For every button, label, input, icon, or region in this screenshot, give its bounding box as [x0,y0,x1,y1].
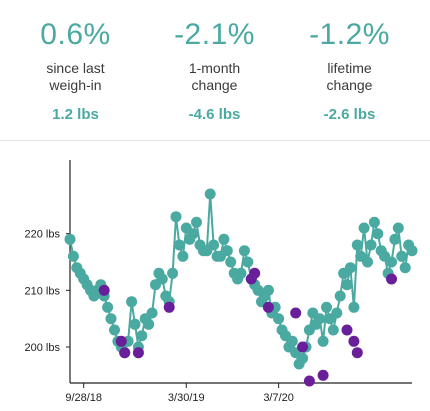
section-divider [0,140,430,141]
data-point[interactable] [317,335,329,347]
data-point[interactable] [314,313,326,325]
x-tick-label: 3/7/20 [263,392,294,404]
stat-percent: 0.6% [40,18,111,51]
data-point[interactable] [368,216,380,228]
data-point[interactable] [204,188,216,200]
data-point[interactable] [399,262,411,274]
data-point[interactable] [221,245,233,257]
data-point[interactable] [344,262,356,274]
highlighted-data-point[interactable] [132,347,144,359]
stat-label-line2: weigh-in [49,77,102,93]
data-point[interactable] [126,296,138,308]
highlight-layer [98,267,397,387]
data-point[interactable] [396,250,408,262]
highlighted-data-point[interactable] [341,324,353,336]
highlighted-data-point[interactable] [297,341,309,353]
data-point[interactable] [386,256,397,268]
stat-label-line2: change [326,77,373,93]
data-point[interactable] [365,239,377,251]
data-point[interactable] [129,318,141,330]
data-point[interactable] [341,279,353,291]
stat-label-line2: change [191,77,238,93]
data-point[interactable] [297,352,309,364]
data-point[interactable] [321,301,332,313]
data-point[interactable] [406,245,418,257]
data-point[interactable] [262,284,274,296]
data-point[interactable] [64,233,76,245]
highlighted-data-point[interactable] [317,369,329,381]
stat-label: 1-month change [143,60,286,94]
stat-label: lifetime change [278,60,421,94]
highlighted-data-point[interactable] [98,284,110,296]
chart-axes [66,160,412,388]
data-point[interactable] [170,211,182,223]
y-tick-label: 200 lbs [25,342,61,354]
data-point[interactable] [351,239,363,251]
data-point[interactable] [102,301,114,313]
data-point[interactable] [225,256,237,268]
data-point[interactable] [372,228,384,240]
highlighted-data-point[interactable] [290,307,302,319]
data-point[interactable] [392,222,404,234]
stats-summary: 0.6% since last weigh-in 1.2 lbs -2.1% 1… [0,0,430,140]
stat-label-line1: since last [46,60,105,76]
data-point[interactable] [105,313,117,325]
data-point[interactable] [167,267,179,279]
data-point[interactable] [348,301,360,313]
data-point[interactable] [177,250,189,262]
stat-label-line1: 1-month [188,60,241,76]
data-point[interactable] [334,290,346,302]
data-point[interactable] [286,335,298,347]
y-tick-label: 220 lbs [25,229,61,241]
stat-lbs: -4.6 lbs [188,106,241,123]
highlighted-data-point[interactable] [119,347,131,359]
data-point[interactable] [146,307,158,319]
stat-label: since last weigh-in [4,60,147,94]
highlighted-data-point[interactable] [386,273,397,285]
data-point[interactable] [327,324,339,336]
data-point[interactable] [156,273,168,285]
data-point[interactable] [191,216,202,228]
data-point[interactable] [273,313,285,325]
weight-chart: 200 lbs 210 lbs 220 lbs 9/28/18 3/30/19 3/7/2… [25,160,418,404]
highlighted-data-point[interactable] [163,301,175,313]
x-tick-label: 9/28/18 [65,392,102,404]
data-point[interactable] [362,256,373,268]
data-point[interactable] [242,256,254,268]
highlighted-data-point[interactable] [303,375,315,387]
highlighted-data-point[interactable] [249,267,261,279]
data-point[interactable] [208,239,220,251]
data-point[interactable] [143,318,155,330]
highlighted-data-point[interactable] [262,301,274,313]
data-point[interactable] [331,307,343,319]
data-point[interactable] [109,324,120,336]
highlighted-data-point[interactable] [115,335,127,347]
data-point[interactable] [187,228,199,240]
stat-label-line1: lifetime [327,60,372,76]
stat-lbs: 1.2 lbs [52,106,99,123]
y-tick-label: 210 lbs [25,285,61,297]
stat-lbs: -2.6 lbs [323,106,376,123]
data-point[interactable] [218,233,230,245]
data-point[interactable] [235,267,247,279]
stat-percent: -1.2% [309,18,390,51]
x-tick-label: 3/30/19 [168,392,205,404]
data-point[interactable] [238,245,250,257]
tick-labels: 200 lbs 210 lbs 220 lbs 9/28/18 3/30/19 3/7/2… [25,229,294,404]
highlighted-data-point[interactable] [348,335,360,347]
highlighted-data-point[interactable] [351,347,363,359]
stat-percent: -2.1% [174,18,255,51]
data-point[interactable] [173,239,185,251]
data-point[interactable] [389,233,401,245]
data-point[interactable] [136,330,148,342]
data-point[interactable] [67,250,79,262]
data-point[interactable] [358,222,370,234]
